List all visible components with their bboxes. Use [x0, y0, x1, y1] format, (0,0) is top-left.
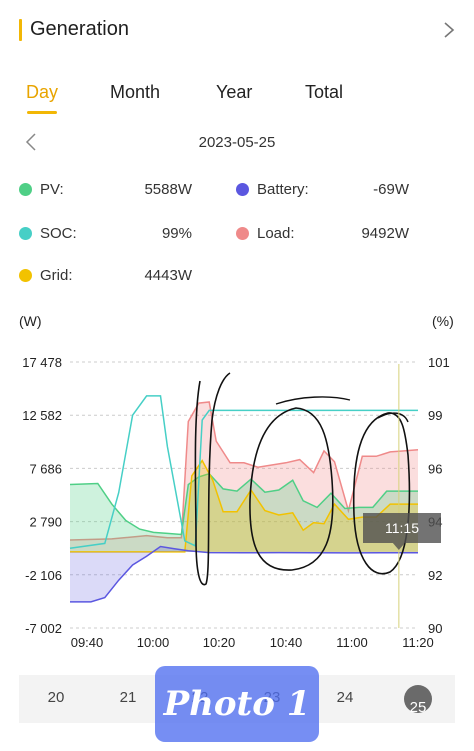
chart-cursor: 11:15	[363, 364, 441, 628]
x-axis-tick-label: 10:00	[137, 635, 170, 650]
series-area-battery	[70, 546, 418, 602]
cursor-tooltip	[363, 513, 441, 543]
tab-month[interactable]: Month	[110, 82, 161, 102]
right-axis-tick-label: 96	[428, 461, 442, 476]
x-axis-tick-label: 09:40	[71, 635, 104, 650]
left-axis-tick-label: 7 686	[29, 461, 62, 476]
left-axis-tick-labels: 17 478 12 582 7 686 2 790 -2 106 -7 002	[22, 355, 62, 636]
series-line-soc	[69, 395, 418, 549]
right-axis-tick-label: 90	[428, 621, 442, 636]
soc-value: 99%	[161, 225, 192, 242]
active-tab-indicator	[27, 111, 57, 114]
series-line-load	[69, 401, 419, 541]
day-item-25-selected[interactable]: 25	[404, 685, 432, 716]
selected-date: 2023-05-25	[198, 134, 276, 151]
left-axis-tick-label: 2 790	[29, 515, 62, 530]
right-axis-unit: (%)	[432, 313, 454, 329]
grid-legend-dot	[19, 269, 32, 282]
load-value: 9492W	[361, 225, 409, 242]
day-item-20[interactable]: 20	[47, 689, 65, 706]
x-axis-tick-label: 11:20	[402, 635, 434, 650]
battery-label: Battery:	[257, 181, 309, 198]
handwritten-annotation	[194, 372, 411, 586]
left-axis-tick-label: -7 002	[25, 621, 62, 636]
tab-day[interactable]: Day	[26, 82, 59, 102]
chevron-right-icon[interactable]	[438, 18, 460, 42]
load-label: Load:	[257, 225, 295, 242]
left-axis-unit: (W)	[19, 313, 42, 329]
tab-year[interactable]: Year	[216, 82, 253, 102]
right-axis-tick-label: 101	[428, 355, 450, 370]
x-axis-tick-labels: 09:40 10:00 10:20 10:40 11:00 11:20	[71, 635, 434, 650]
cursor-time-label: 11:15	[385, 520, 419, 536]
pv-label: PV:	[40, 181, 64, 198]
x-axis-tick-label: 11:00	[336, 635, 368, 650]
x-axis-tick-label: 10:20	[203, 635, 236, 650]
title-accent-bar	[19, 19, 22, 41]
right-axis-tick-label: 99	[428, 408, 442, 423]
series-line-pv	[69, 472, 418, 536]
series-area-load	[70, 402, 418, 552]
right-axis-tick-labels: 1019996949290	[428, 355, 450, 636]
pv-value: 5588W	[144, 181, 192, 198]
left-axis-tick-label: 17 478	[22, 355, 62, 370]
soc-label: SOC:	[40, 225, 77, 242]
grid-label: Grid:	[40, 267, 73, 284]
battery-legend-dot	[236, 183, 249, 196]
photo-overlay-label: Photo 1	[155, 666, 319, 742]
period-tabs: Day Month Year Total	[0, 80, 474, 120]
battery-value: -69W	[373, 181, 409, 198]
power-chart[interactable]: 17 478 12 582 7 686 2 790 -2 106 -7 002 101 99…	[0, 340, 474, 660]
selected-day-label: 25	[409, 699, 427, 716]
tab-total[interactable]: Total	[305, 82, 344, 102]
load-legend-dot	[236, 227, 249, 240]
day-item-24[interactable]: 24	[336, 689, 354, 706]
page-title: Generation	[30, 18, 129, 40]
chart-series	[69, 395, 419, 603]
soc-legend-dot	[19, 227, 32, 240]
left-axis-tick-label: -2 106	[25, 568, 62, 583]
left-axis-tick-label: 12 582	[22, 408, 62, 423]
chevron-left-icon[interactable]	[22, 131, 40, 153]
series-line-battery	[70, 545, 419, 603]
grid-value: 4443W	[144, 267, 192, 284]
x-axis-tick-label: 10:40	[270, 635, 303, 650]
pv-legend-dot	[19, 183, 32, 196]
chart-gridlines	[70, 361, 418, 629]
right-axis-tick-label: 92	[428, 568, 442, 583]
day-item-21[interactable]: 21	[119, 689, 137, 706]
